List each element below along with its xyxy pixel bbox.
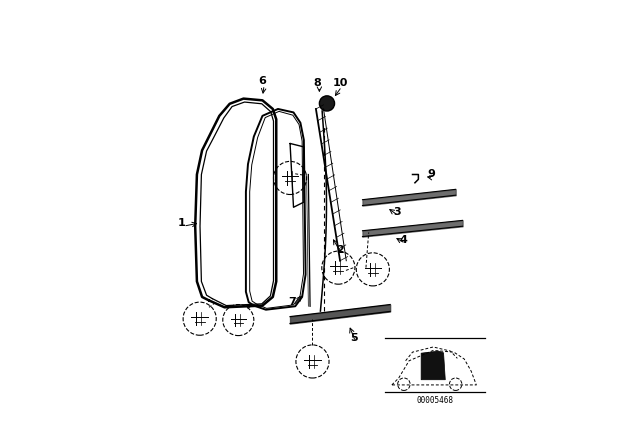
- Text: 7: 7: [288, 297, 296, 307]
- Text: 1: 1: [177, 218, 185, 228]
- Polygon shape: [421, 351, 445, 380]
- Text: 5: 5: [350, 333, 358, 343]
- Circle shape: [319, 96, 335, 111]
- Text: 10: 10: [332, 78, 348, 88]
- Text: 6: 6: [259, 76, 266, 86]
- Text: 4: 4: [400, 235, 408, 245]
- Text: 8: 8: [314, 78, 321, 88]
- Text: 9: 9: [428, 169, 435, 180]
- Text: 3: 3: [393, 207, 401, 217]
- Text: 2: 2: [336, 246, 344, 255]
- Text: 00005468: 00005468: [417, 396, 453, 405]
